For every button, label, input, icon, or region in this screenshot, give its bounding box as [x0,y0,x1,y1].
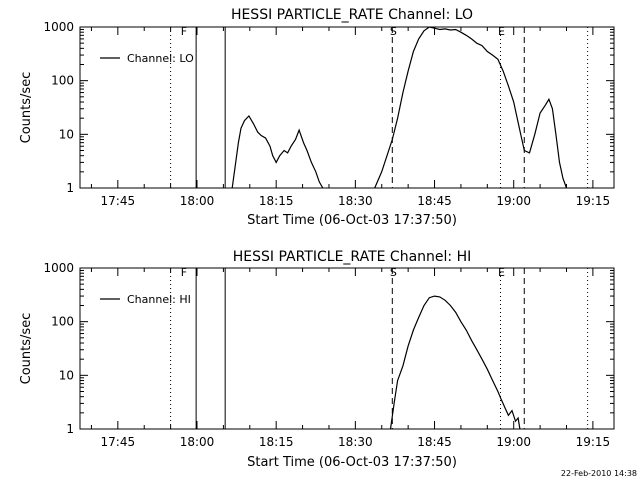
y-tick-label: 1 [66,422,74,436]
plot-frame [79,267,615,430]
plot-frame [79,26,615,189]
chart-panel-hi: HESSI PARTICLE_RATE Channel: HI F S E 1 10 100… [19,249,615,470]
legend-entry: Channel: HI [127,293,191,306]
x-tick-label: 18:45 [417,435,452,449]
x-tick-label: 18:00 [180,435,215,449]
marker-label: F [181,25,187,38]
x-tick-label: 19:00 [496,194,531,208]
series-line [374,26,568,189]
y-tick-label: 100 [51,74,74,88]
y-tick-label: 10 [59,368,74,382]
x-tick-label: 18:15 [259,194,294,208]
x-tick-label: 17:45 [101,435,136,449]
y-tick-label: 1000 [43,261,74,275]
y-tick-label: 10 [59,127,74,141]
y-tick-label: 1000 [43,20,74,34]
series-line [389,295,521,430]
footer-timestamp: 22-Feb-2010 14:38 [561,469,637,478]
x-axis-label: Start Time (06-Oct-03 17:37:50) [247,213,457,228]
x-tick-label: 19:15 [576,435,611,449]
x-tick-label: 17:45 [101,194,136,208]
y-axis-label: Counts/sec [19,313,34,385]
x-tick-label: 18:15 [259,435,294,449]
marker-label: E [498,266,505,279]
x-tick-label: 19:00 [496,435,531,449]
y-axis-label: Counts/sec [19,72,34,144]
x-axis-label: Start Time (06-Oct-03 17:37:50) [247,455,457,470]
series-line [231,115,324,189]
y-tick-label: 1 [66,181,74,195]
x-tick-label: 18:30 [338,194,373,208]
x-tick-label: 18:45 [417,194,452,208]
legend-entry: Channel: LO [127,52,194,65]
marker-label: S [390,266,397,279]
y-tick-label: 100 [51,315,74,329]
x-tick-label: 18:30 [338,435,373,449]
x-tick-label: 19:15 [576,194,611,208]
marker-label: S [390,25,397,38]
chart-title: HESSI PARTICLE_RATE Channel: HI [233,249,471,265]
marker-label: F [181,266,187,279]
chart-title: HESSI PARTICLE_RATE Channel: LO [231,7,473,23]
marker-label: E [498,25,505,38]
x-tick-label: 18:00 [180,194,215,208]
chart-panel-lo: HESSI PARTICLE_RATE Channel: LO F S E 1 10 100… [19,7,615,228]
